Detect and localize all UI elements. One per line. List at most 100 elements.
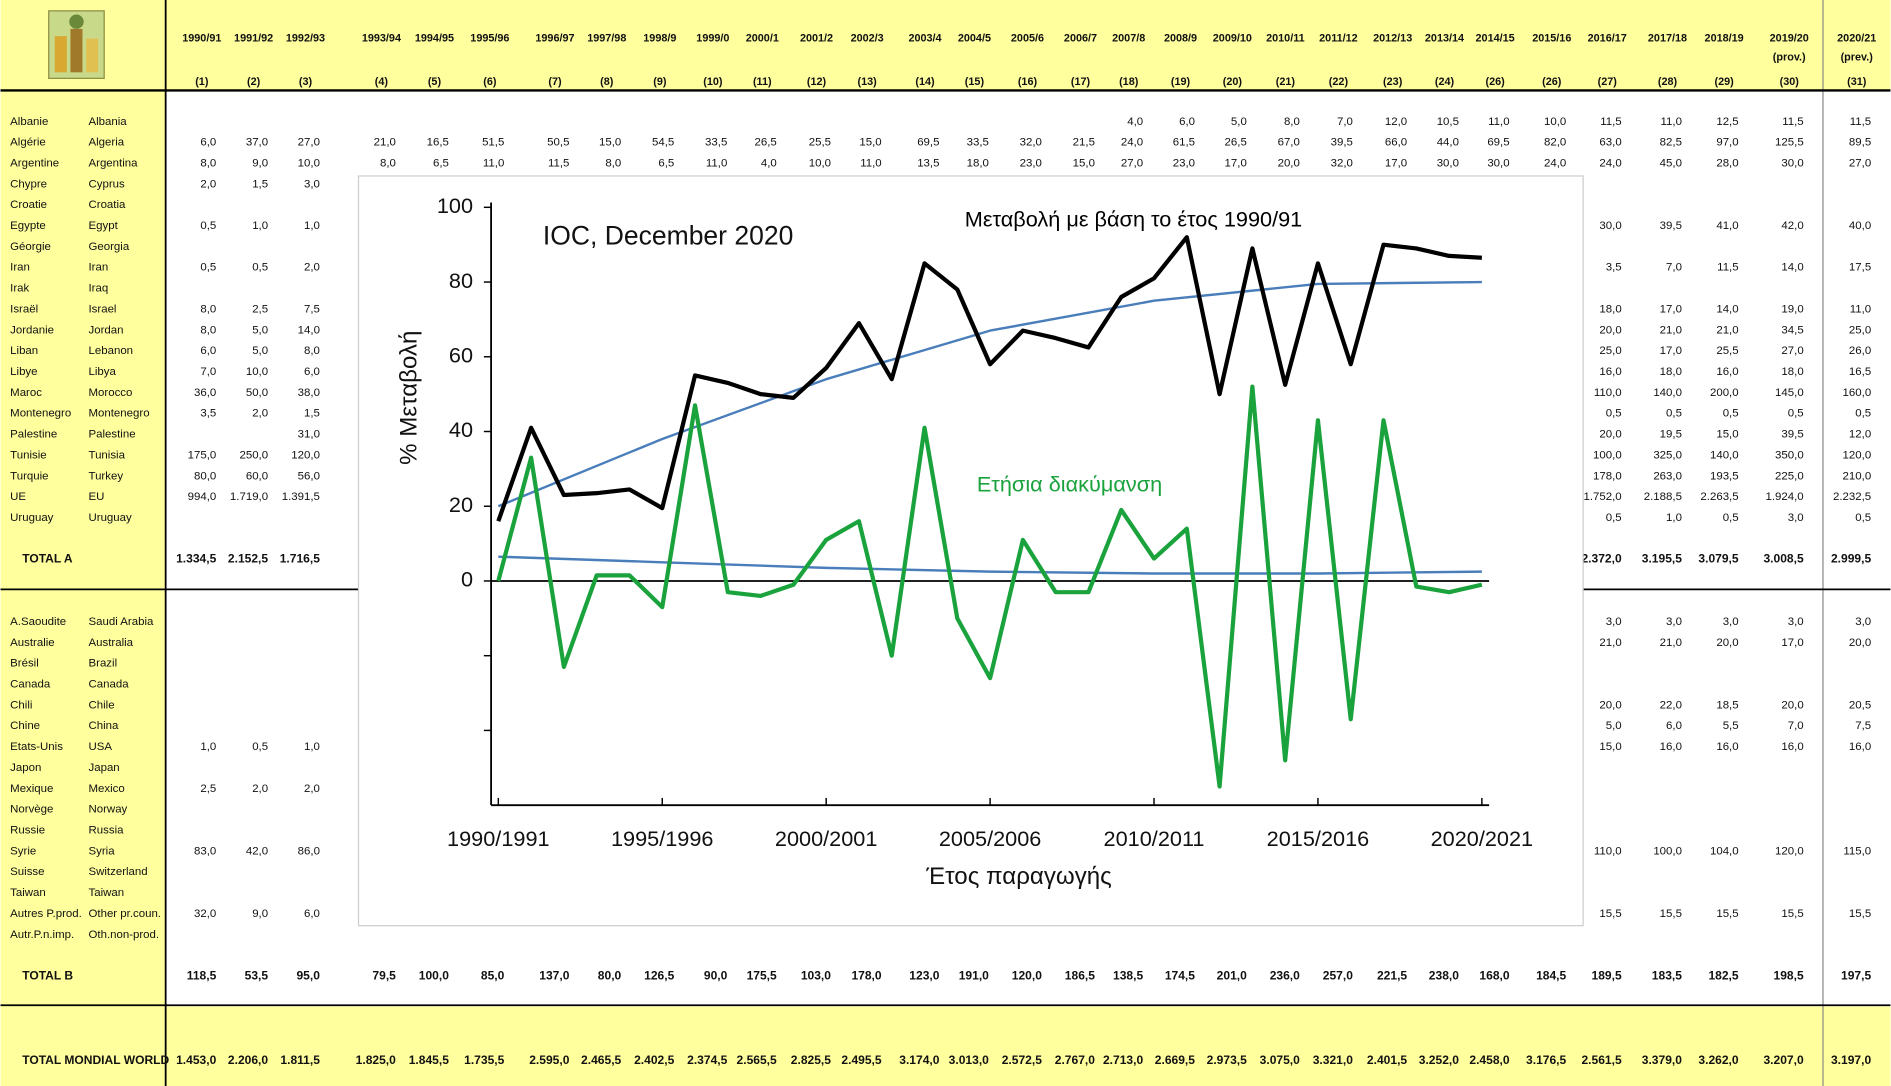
table-cell: 25,0: [1599, 345, 1621, 357]
column-number: (24): [1435, 76, 1455, 88]
table-cell: 257,0: [1323, 969, 1353, 983]
table-cell: 16,0: [1716, 366, 1738, 378]
table-cell: 100,0: [1593, 449, 1622, 461]
table-cell: 15,0: [599, 137, 621, 149]
chart-title: IOC, December 2020: [543, 220, 793, 250]
column-number: (6): [483, 76, 497, 88]
table-cell: 27,0: [1121, 157, 1143, 169]
table-cell: 115,0: [1843, 845, 1871, 857]
table-cell: 120,0: [291, 449, 320, 461]
row-label-fr: Russie: [10, 825, 45, 837]
row-label-en: Jordan: [89, 324, 124, 336]
table-cell: 2.825,5: [791, 1053, 831, 1067]
table-cell: 2.565,5: [737, 1053, 777, 1067]
table-cell: 25,0: [1849, 324, 1871, 336]
table-cell: 1.924,0: [1766, 491, 1804, 503]
table-cell: 2.188,5: [1644, 491, 1682, 503]
table-cell: 3,0: [1606, 616, 1622, 628]
table-cell: 10,0: [246, 366, 268, 378]
column-header: 1992/93: [286, 32, 325, 44]
table-cell: 178,0: [851, 969, 881, 983]
row-label-en: Chile: [89, 699, 115, 711]
table-cell: 2,0: [252, 408, 268, 420]
table-cell: 17,0: [1660, 345, 1682, 357]
table-cell: 17,0: [1225, 157, 1247, 169]
table-cell: 18,0: [1660, 366, 1682, 378]
row-label-fr: Jordanie: [10, 324, 54, 336]
table-cell: 325,0: [1653, 449, 1682, 461]
table-cell: 6,5: [433, 157, 449, 169]
table-cell: 95,0: [296, 969, 320, 983]
table-cell: 2.232,5: [1833, 491, 1871, 503]
table-cell: 7,0: [1666, 262, 1682, 274]
column-number: (7): [548, 76, 562, 88]
logo-shape: [69, 14, 83, 28]
table-cell: 17,0: [1385, 157, 1407, 169]
table-cell: 120,0: [1843, 449, 1872, 461]
column-header: 1991/92: [234, 32, 273, 44]
world-row-bg: [166, 1006, 1891, 1086]
table-cell: 0,5: [200, 220, 216, 232]
table-cell: 994,0: [188, 491, 217, 503]
table-cell: 238,0: [1429, 969, 1459, 983]
table-cell: 15,5: [1660, 908, 1682, 920]
table-cell: 100,0: [1653, 845, 1682, 857]
table-cell: 20,0: [1599, 699, 1621, 711]
table-cell: 3.008,5: [1763, 551, 1803, 565]
total-label: TOTAL MONDIAL WORLD: [22, 1053, 169, 1067]
table-cell: 10,0: [809, 157, 831, 169]
table-cell: 37,0: [246, 137, 268, 149]
table-cell: 110,0: [1594, 845, 1622, 857]
table-cell: 14,0: [1716, 303, 1738, 315]
row-label-en: Australia: [89, 637, 134, 649]
table-cell: 138,5: [1113, 969, 1143, 983]
table-cell: 2.401,5: [1367, 1053, 1407, 1067]
column-number: (18): [1119, 76, 1139, 88]
table-cell: 21,5: [1073, 137, 1095, 149]
row-label-en: Algeria: [89, 137, 125, 149]
column-number: (31): [1847, 76, 1867, 88]
table-cell: 2,0: [200, 178, 216, 190]
table-cell: 56,0: [298, 470, 320, 482]
table-cell: 16,0: [1716, 741, 1738, 753]
table-cell: 41,0: [1716, 220, 1738, 232]
table-cell: 2.206,0: [228, 1053, 268, 1067]
table-cell: 174,5: [1165, 969, 1195, 983]
table-cell: 104,0: [1710, 845, 1739, 857]
table-cell: 15,0: [1073, 157, 1095, 169]
table-cell: 6,0: [1666, 720, 1682, 732]
table-cell: 2.402,5: [634, 1053, 674, 1067]
table-cell: 0,5: [252, 262, 268, 274]
column-number: (8): [600, 76, 614, 88]
table-cell: 197,5: [1841, 969, 1871, 983]
row-label-fr: Turquie: [10, 470, 48, 482]
column-header: 1997/98: [587, 32, 626, 44]
table-cell: 32,0: [194, 908, 216, 920]
table-cell: 16,0: [1849, 741, 1871, 753]
table-cell: 86,0: [298, 845, 320, 857]
x-tick-label: 2010/2011: [1104, 826, 1205, 851]
table-cell: 53,5: [245, 969, 269, 983]
column-header: 2016/17: [1588, 32, 1627, 44]
column-header: 2019/20: [1770, 32, 1809, 44]
table-cell: 3,0: [1666, 616, 1682, 628]
table-cell: 89,5: [1849, 137, 1871, 149]
table-cell: 0,5: [252, 741, 268, 753]
table-cell: 210,0: [1843, 470, 1872, 482]
table-cell: 125,5: [1775, 137, 1804, 149]
row-label-fr: Iran: [10, 262, 30, 274]
table-cell: 15,0: [859, 137, 881, 149]
x-axis-label: Έτος παραγωγής: [925, 863, 1112, 890]
table-cell: 2.669,5: [1155, 1053, 1195, 1067]
table-cell: 0,5: [1723, 512, 1739, 524]
row-label-fr: Argentine: [10, 157, 59, 169]
table-cell: 23,0: [1020, 157, 1042, 169]
table-cell: 3.321,0: [1313, 1053, 1353, 1067]
row-label-fr: Albanie: [10, 116, 48, 128]
column-number: (5): [428, 76, 442, 88]
row-label-en: Oth.non-prod.: [89, 929, 160, 941]
table-cell: 20,0: [1716, 637, 1738, 649]
table-cell: 236,0: [1270, 969, 1300, 983]
table-cell: 6,0: [304, 366, 320, 378]
table-cell: 0,5: [1606, 408, 1622, 420]
